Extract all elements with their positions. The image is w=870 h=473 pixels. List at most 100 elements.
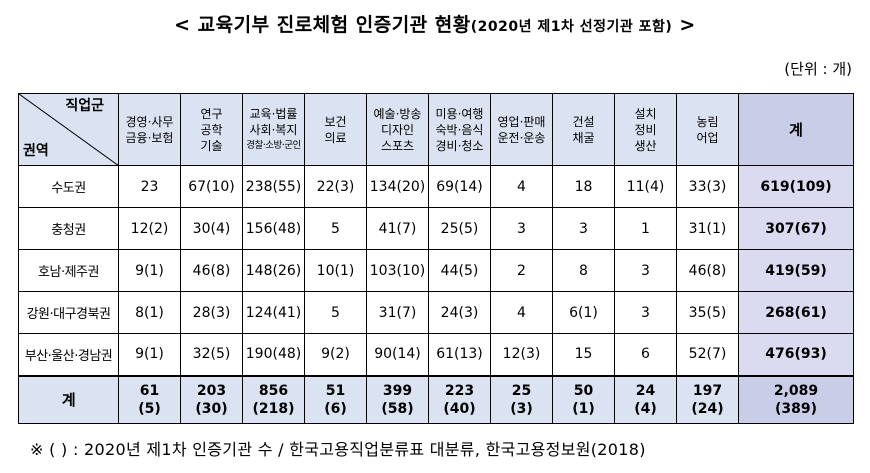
sum-value: 399 <box>382 382 413 399</box>
col-header-line: 경찰·소방·군인 <box>246 139 301 151</box>
col-header-line: 스포츠 <box>380 138 415 153</box>
value-cell: 12(3) <box>490 333 553 376</box>
sum-cell: 51 (6) <box>304 374 367 424</box>
sum-value: 25 <box>511 382 532 399</box>
value-cell: 3 <box>614 291 677 334</box>
footnote: ※ ( ) : 2020년 제1차 인증기관 수 / 한국고용직업분류표 대분류… <box>30 440 646 459</box>
col-header-line: 교육·법률 <box>249 106 298 121</box>
grand-total-sub-value: (389) <box>774 400 818 417</box>
sum-cell: 197 (24) <box>676 374 739 424</box>
value-cell: 3 <box>614 249 677 292</box>
col-header-agriculture: 농림 어업 <box>676 93 739 166</box>
value-cell: 15 <box>552 333 615 376</box>
value-cell: 1 <box>614 207 677 250</box>
value-cell: 5 <box>304 207 367 250</box>
sum-value: 203 <box>196 382 227 399</box>
value-cell: 46(8) <box>676 249 739 292</box>
value-cell: 6(1) <box>552 291 615 334</box>
sum-sub-value: (218) <box>252 400 295 417</box>
row-total-cell: 419(59) <box>738 249 854 292</box>
value-cell: 90(14) <box>366 333 429 376</box>
sum-cell: 50 (1) <box>552 374 615 424</box>
col-header-line: 설치 <box>634 106 657 121</box>
sum-cell: 399 (58) <box>366 374 429 424</box>
row-total-cell: 307(67) <box>738 207 854 250</box>
value-cell: 31(7) <box>366 291 429 334</box>
value-cell: 103(10) <box>366 249 429 292</box>
value-cell: 124(41) <box>242 291 305 334</box>
col-header-line: 사회·복지 <box>249 122 298 137</box>
value-cell: 12(2) <box>118 207 181 250</box>
col-header-line: 연구 <box>200 106 223 121</box>
value-cell: 11(4) <box>614 165 677 208</box>
col-header-line: 의료 <box>324 130 347 145</box>
value-cell: 25(5) <box>428 207 491 250</box>
sum-value: 856 <box>258 382 289 399</box>
region-cell: 수도권 <box>18 165 119 208</box>
corner-top-label: 직업군 <box>65 98 104 114</box>
col-header-line: 예술·방송 <box>373 106 422 121</box>
value-cell: 46(8) <box>180 249 243 292</box>
sum-sub-value: (6) <box>324 400 347 417</box>
col-header-beauty: 미용·여행 숙박·음식 경비·청소 <box>428 93 491 166</box>
value-cell: 22(3) <box>304 165 367 208</box>
value-cell: 10(1) <box>304 249 367 292</box>
value-cell: 2 <box>490 249 553 292</box>
sum-cell: 25 (3) <box>490 374 553 424</box>
value-cell: 156(48) <box>242 207 305 250</box>
sum-sub-value: (40) <box>443 400 476 417</box>
value-cell: 5 <box>304 291 367 334</box>
value-cell: 28(3) <box>180 291 243 334</box>
unit-label: (단위 : 개) <box>784 60 852 78</box>
value-cell: 69(14) <box>428 165 491 208</box>
value-cell: 238(55) <box>242 165 305 208</box>
value-cell: 33(3) <box>676 165 739 208</box>
col-header-line: 경비·청소 <box>435 138 484 153</box>
region-cell: 부산·울산·경남권 <box>18 333 119 376</box>
sum-value: 61 <box>139 382 160 399</box>
value-cell: 148(26) <box>242 249 305 292</box>
value-cell: 9(1) <box>118 249 181 292</box>
sum-sub-value: (30) <box>195 400 228 417</box>
title-main: < 교육기부 진로체험 인증기관 현황 <box>174 14 471 36</box>
grand-total-cell: 2,089 (389) <box>738 374 854 424</box>
value-cell: 9(2) <box>304 333 367 376</box>
sum-value: 197 <box>692 382 723 399</box>
sum-sub-value: (24) <box>691 400 724 417</box>
value-cell: 4 <box>490 291 553 334</box>
sum-sub-value: (1) <box>572 400 595 417</box>
page-title: < 교육기부 진로체험 인증기관 현황(2020년 제1차 선정기관 포함) > <box>0 10 870 37</box>
col-header-total: 계 <box>738 93 854 166</box>
sum-value: 51 <box>325 382 346 399</box>
col-header-line: 생산 <box>634 138 657 153</box>
sum-sub-value: (58) <box>381 400 414 417</box>
col-header-research: 연구 공학 기술 <box>180 93 243 166</box>
col-header-construction: 건설 채굴 <box>552 93 615 166</box>
value-cell: 44(5) <box>428 249 491 292</box>
col-header-management: 경영·사무 금융·보험 <box>118 93 181 166</box>
col-header-line: 농림 <box>696 114 719 129</box>
sum-cell: 856 (218) <box>242 374 305 424</box>
col-header-line: 디자인 <box>380 122 415 137</box>
corner-diagonal <box>19 94 119 166</box>
value-cell: 41(7) <box>366 207 429 250</box>
col-header-line: 채굴 <box>572 130 595 145</box>
value-cell: 32(5) <box>180 333 243 376</box>
value-cell: 190(48) <box>242 333 305 376</box>
row-total-cell: 268(61) <box>738 291 854 334</box>
corner-bottom-label: 권역 <box>23 143 49 159</box>
table-row: 호남·제주권 9(1) 46(8) 148(26) 10(1) 103(10) … <box>18 249 854 292</box>
sum-value: 223 <box>444 382 475 399</box>
row-total-cell: 476(93) <box>738 333 854 376</box>
grand-total-value: 2,089 <box>773 382 819 399</box>
sum-cell: 203 (30) <box>180 374 243 424</box>
col-header-line: 기술 <box>200 138 223 153</box>
col-header-line: 숙박·음식 <box>435 122 484 137</box>
row-total-cell: 619(109) <box>738 165 854 208</box>
value-cell: 67(10) <box>180 165 243 208</box>
value-cell: 6 <box>614 333 677 376</box>
sum-label-cell: 계 <box>18 374 119 424</box>
value-cell: 35(5) <box>676 291 739 334</box>
